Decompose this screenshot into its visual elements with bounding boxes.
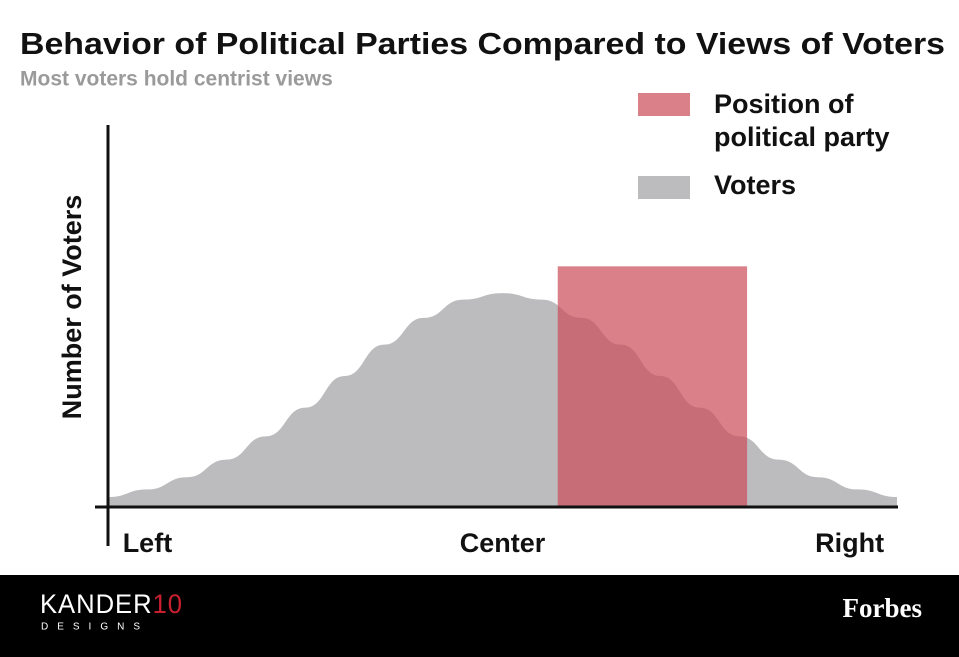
x-tick-label: Right [815,528,884,558]
legend-swatch [638,93,690,116]
logo-text: KANDER10 [40,589,183,619]
plot-area [108,266,897,507]
voters-area [108,293,897,507]
x-tick-label: Left [123,528,173,558]
axes [95,125,898,546]
publisher-logo: Forbes [843,593,922,623]
footer-band [0,575,959,657]
y-axis-label: Number of Voters [57,195,87,420]
legend-swatch [638,176,690,199]
logo-word: KANDER [40,589,153,619]
party-position [557,266,748,507]
legend-label-wrap: Position of political party [714,89,890,152]
x-tick-label: Center [460,528,546,558]
chart-subtitle: Most voters hold centrist views [20,68,333,91]
legend: Position of political party Voters [638,89,890,200]
logo-tagline: DESIGNS [41,622,149,633]
legend-label: Voters [714,170,796,200]
chart-title: Behavior of Political Parties Compared t… [20,26,945,61]
legend-label: Position of political party [714,89,890,152]
logo-number: 10 [153,589,183,619]
